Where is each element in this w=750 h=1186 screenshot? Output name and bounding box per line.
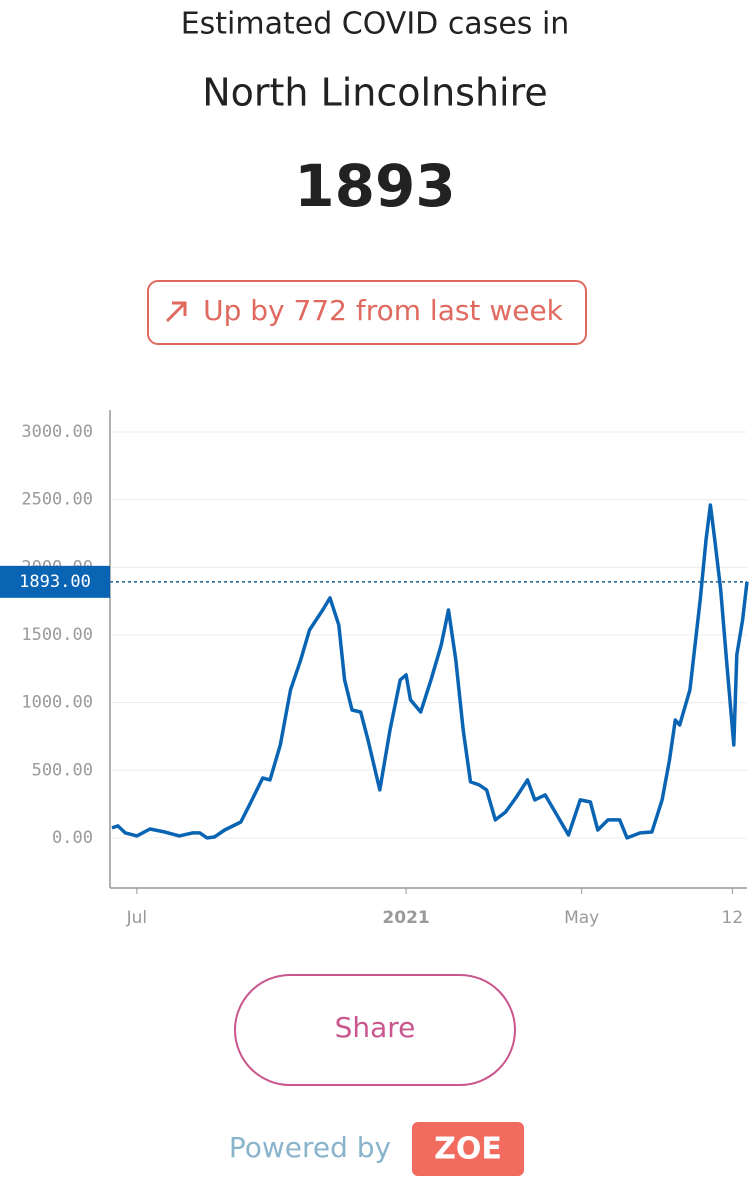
y-tick-label: 1500.00 bbox=[21, 625, 93, 645]
current-label: 1893.00 bbox=[19, 572, 91, 592]
current-badge bbox=[0, 565, 110, 598]
y-tick-label: 3000.00 bbox=[21, 422, 93, 442]
title: Estimated COVID cases in bbox=[181, 7, 570, 42]
share-button[interactable] bbox=[234, 974, 516, 1086]
y-tick-label: 2500.00 bbox=[21, 490, 93, 510]
brand: ZOE bbox=[434, 1132, 502, 1167]
x-tick-label: Jul bbox=[126, 908, 148, 928]
brand-box bbox=[412, 1122, 524, 1176]
share-label[interactable]: Share bbox=[335, 1011, 416, 1044]
x-tick-label: 12 bbox=[722, 908, 744, 928]
chart: 0.00500.001000.001500.002000.002500.0030… bbox=[0, 410, 749, 928]
arrow-icon bbox=[165, 301, 187, 323]
x-tick-label: May bbox=[564, 908, 599, 928]
y-tick-label: 0.00 bbox=[52, 828, 93, 848]
change-text: Up by 772 from last week bbox=[203, 294, 564, 327]
y-tick-label: 500.00 bbox=[32, 760, 93, 780]
powered-by: Powered by bbox=[229, 1131, 391, 1164]
case-line bbox=[111, 503, 749, 840]
x-tick-label: 2021 bbox=[382, 908, 429, 928]
y-tick-label: 1000.00 bbox=[21, 693, 93, 713]
region: North Lincolnshire bbox=[202, 71, 548, 115]
change-badge bbox=[147, 280, 587, 345]
headline-value: 1893 bbox=[294, 152, 455, 220]
